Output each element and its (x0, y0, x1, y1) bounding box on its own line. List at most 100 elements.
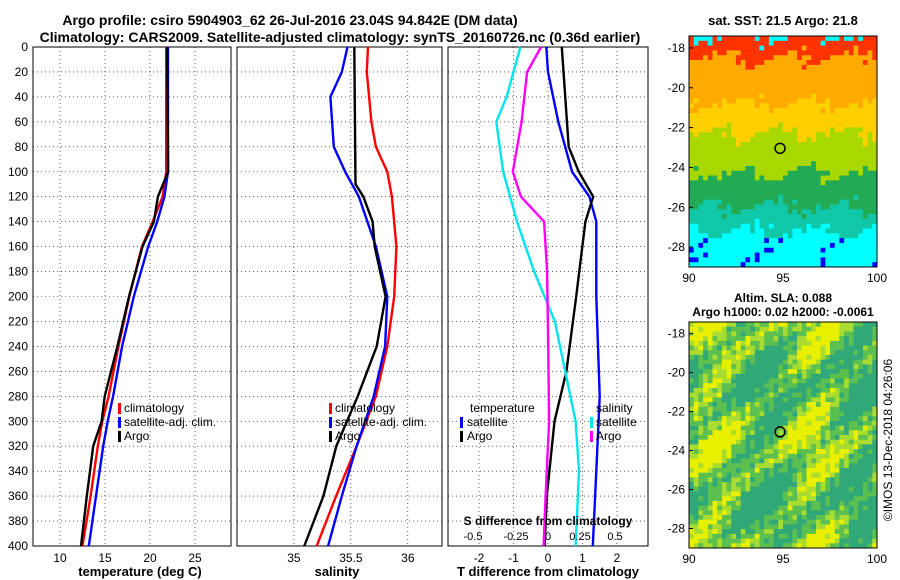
map-cell (806, 45, 812, 51)
map-cell (862, 117, 868, 124)
map-cell (834, 64, 840, 71)
map-cell (778, 425, 784, 431)
map-cell (797, 175, 803, 181)
map-cell (754, 132, 760, 138)
map-cell (707, 161, 713, 167)
s-difference-label: S difference from climatology (464, 514, 633, 528)
map-cell (792, 411, 798, 417)
map-cell (736, 36, 742, 42)
map-cell (764, 165, 770, 172)
map-cell (759, 416, 765, 422)
map-cell (862, 411, 868, 417)
map-cell (872, 500, 878, 507)
map-cell (783, 156, 789, 162)
map-cell (867, 161, 873, 167)
map-cell (839, 340, 845, 346)
map-cell (811, 247, 817, 253)
map-cell (867, 180, 873, 186)
map-cell (834, 170, 840, 176)
map-cell (731, 233, 737, 239)
map-cell (740, 127, 746, 133)
map-cell (745, 336, 751, 342)
map-cell (792, 439, 798, 445)
map-cell (820, 146, 826, 152)
map-cell (693, 228, 699, 234)
map-cell (825, 420, 831, 426)
map-cell (872, 79, 878, 85)
map-cell (853, 180, 859, 186)
map-cell (872, 402, 878, 408)
map-cell (825, 45, 831, 51)
map-cell (853, 322, 859, 328)
map-cell (707, 496, 713, 502)
map-cell (689, 350, 695, 356)
map-cell (853, 69, 859, 75)
map-cell (693, 185, 699, 191)
map-cell (858, 430, 864, 436)
map-cell (698, 93, 704, 99)
map-cell (736, 373, 742, 379)
map-cell (707, 170, 713, 176)
map-cell (806, 416, 812, 422)
map-cell (844, 165, 850, 172)
map-cell (862, 84, 868, 90)
map-cell (801, 411, 807, 417)
map-cell (792, 190, 798, 196)
map-cell (862, 204, 868, 210)
title-line-1: Argo profile: csiro 5904903_62 26-Jul-20… (62, 12, 517, 28)
map-cell (830, 127, 836, 133)
map-cell (783, 36, 789, 42)
map-cell (717, 444, 723, 450)
map-cell (721, 175, 727, 181)
map-cell (834, 60, 840, 66)
map-cell (853, 257, 859, 263)
map-cell (815, 439, 821, 445)
map-cell (834, 79, 840, 85)
map-cell (750, 538, 756, 544)
map-cell (750, 36, 756, 42)
map-cell (820, 98, 826, 104)
map-cell (801, 141, 807, 148)
map-cell (759, 141, 765, 148)
map-cell (736, 402, 742, 408)
map-cell (815, 132, 821, 138)
map-cell (750, 79, 756, 85)
map-cell (759, 137, 765, 143)
map-cell (764, 392, 770, 398)
map-cell (773, 350, 779, 356)
map-cell (707, 326, 713, 332)
map-cell (731, 364, 737, 370)
map-cell (754, 223, 760, 229)
map-cell (820, 482, 826, 488)
map-cell (825, 326, 831, 332)
map-cell (712, 350, 718, 356)
map-cell (834, 340, 840, 346)
map-cell (783, 185, 789, 191)
map-cell (712, 491, 718, 497)
map-cell (731, 519, 737, 525)
map-cell (792, 127, 798, 133)
map-cell (703, 500, 709, 507)
map-cell (811, 180, 817, 186)
map-cell (806, 122, 812, 128)
map-cell (797, 161, 803, 167)
map-cell (820, 199, 826, 205)
map-cell (689, 435, 695, 441)
map-cell (768, 383, 774, 389)
map-cell (689, 36, 695, 42)
map-cell (801, 175, 807, 181)
map-cell (783, 510, 789, 516)
map-cell (848, 496, 854, 502)
map-cell (792, 103, 798, 109)
map-cell (862, 194, 868, 201)
map-cell (754, 64, 760, 71)
map-cell (689, 326, 695, 332)
map-cell (787, 84, 793, 90)
map-cell (787, 79, 793, 85)
map-cell (703, 397, 709, 403)
map-cell (867, 345, 873, 351)
map-cell (820, 350, 826, 356)
map-cell (759, 463, 765, 469)
map-cell (834, 482, 840, 488)
map-cell (872, 543, 878, 549)
